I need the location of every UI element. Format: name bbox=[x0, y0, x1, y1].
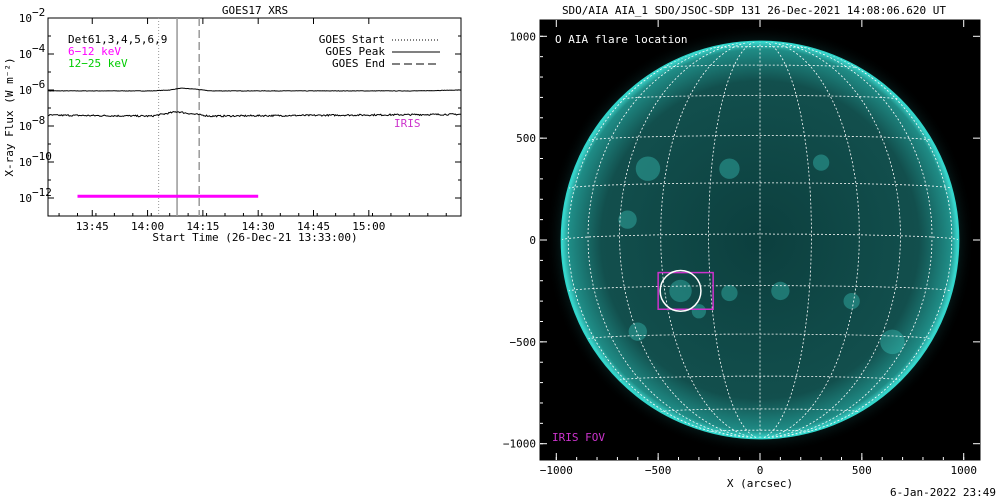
xrs-y-tick-label: 10 bbox=[19, 120, 32, 133]
aia-y-tick-label: −500 bbox=[510, 336, 537, 349]
longitude-line bbox=[759, 41, 812, 439]
longitude-line bbox=[759, 41, 933, 439]
active-region bbox=[669, 279, 692, 303]
aia-x-tick-label: 1000 bbox=[950, 464, 977, 477]
xrs-y-tick-label: 10 bbox=[19, 48, 32, 61]
detectors-label: Det61,3,4,5,6,9 bbox=[68, 33, 167, 46]
longitude-line bbox=[708, 41, 761, 439]
xrs-y-tick-exponent: −6 bbox=[32, 78, 45, 91]
flare-location-circle bbox=[659, 269, 702, 313]
active-region bbox=[880, 329, 905, 355]
xrs-y-tick-label: 10 bbox=[19, 156, 32, 169]
xrs-plot-frame bbox=[47, 17, 462, 217]
latitude-line bbox=[660, 408, 860, 413]
aia-y-tick-label: 500 bbox=[516, 132, 536, 145]
xrs-x-tick-label: 13:45 bbox=[76, 220, 109, 233]
longitude-line bbox=[660, 41, 761, 439]
xrs-series-group bbox=[47, 87, 462, 118]
xrs-y-tick-label: 10 bbox=[19, 12, 32, 25]
active-region bbox=[691, 304, 707, 319]
solar-limb bbox=[560, 40, 960, 440]
latitude-line bbox=[709, 46, 811, 49]
aia-x-axis-label: X (arcsec) bbox=[727, 477, 793, 490]
aia-image-panel: SDO/AIA AIA_1 SDO/JSOC-SDP 131 26-Dec-20… bbox=[503, 4, 981, 490]
xrs-y-tick-exponent: −10 bbox=[32, 150, 52, 163]
xrs-y-tick-exponent: −2 bbox=[32, 6, 45, 19]
longitude-line bbox=[759, 42, 953, 439]
aia-y-tick-label: 1000 bbox=[510, 30, 537, 43]
active-region bbox=[721, 284, 738, 302]
iris-label: IRIS bbox=[394, 117, 421, 130]
active-region bbox=[635, 156, 661, 181]
latitude-line bbox=[619, 375, 901, 381]
footer-timestamp: 6-Jan-2022 23:49 bbox=[890, 486, 996, 499]
xrs-event-lines bbox=[158, 18, 200, 216]
active-region bbox=[628, 322, 647, 341]
flare-legend: O AIA flare location bbox=[555, 33, 687, 46]
xrs-x-tick-label: 14:15 bbox=[186, 220, 219, 233]
xrs-title: GOES17 XRS bbox=[222, 4, 288, 17]
aia-x-tick-label: −1000 bbox=[540, 464, 573, 477]
iris-fov-box bbox=[657, 271, 714, 311]
aia-axis-ticks: −1000 −500 0 500 1000 −1000 −500 0 500 1000 bbox=[503, 20, 980, 477]
xrs-y-tick-label: 10 bbox=[19, 84, 32, 97]
iris-fov-label: IRIS FOV bbox=[552, 431, 605, 444]
aia-x-tick-label: −500 bbox=[645, 464, 672, 477]
aia-title: SDO/AIA AIA_1 SDO/JSOC-SDP 131 26-Dec-20… bbox=[562, 4, 946, 17]
solar-disk bbox=[561, 41, 959, 439]
xrs-x-tick-label: 14:30 bbox=[242, 220, 275, 233]
xrs-y-tick-exponent: −12 bbox=[32, 186, 52, 199]
latitude-line bbox=[619, 95, 901, 100]
aia-x-tick-label: 0 bbox=[757, 464, 764, 477]
active-region bbox=[843, 292, 860, 310]
legend-goes-peak: GOES Peak bbox=[325, 45, 385, 58]
xrs-x-tick-label: 15:00 bbox=[352, 220, 385, 233]
aia-x-tick-label: 500 bbox=[852, 464, 872, 477]
xrs-y-tick-label: 10 bbox=[19, 192, 32, 205]
longitude-line bbox=[567, 42, 761, 439]
xrs-series-line bbox=[47, 87, 462, 92]
aia-y-tick-label: 0 bbox=[529, 234, 536, 247]
active-region bbox=[771, 281, 790, 301]
latitude-line bbox=[587, 135, 933, 141]
longitude-line bbox=[759, 41, 860, 439]
heliographic-grid bbox=[561, 41, 959, 439]
active-regions bbox=[618, 154, 905, 355]
xrs-x-ticks: 13:45 14:00 14:15 14:30 14:45 15:00 bbox=[58, 18, 447, 233]
legend-12-25kev: 12−25 keV bbox=[68, 57, 128, 70]
longitude-line bbox=[587, 41, 761, 439]
xrs-y-axis-label: X-ray Flux (W m⁻²) bbox=[3, 57, 16, 176]
active-region bbox=[812, 154, 830, 171]
xrs-series-line bbox=[47, 111, 462, 118]
latitude-line bbox=[568, 182, 952, 189]
legend-6-12kev: 6−12 keV bbox=[68, 45, 121, 58]
xrs-y-tick-exponent: −4 bbox=[32, 42, 46, 55]
xrs-y-tick-exponent: −8 bbox=[32, 114, 45, 127]
active-region bbox=[618, 210, 637, 229]
active-region bbox=[719, 158, 740, 179]
aia-y-tick-label: −1000 bbox=[503, 438, 536, 451]
xrs-x-tick-label: 14:45 bbox=[297, 220, 330, 233]
legend-goes-end: GOES End bbox=[332, 57, 385, 70]
xrs-x-axis-label: Start Time (26-Dec-21 13:33:00) bbox=[152, 231, 357, 244]
xrs-x-tick-label: 14:00 bbox=[131, 220, 164, 233]
legend-goes-start: GOES Start bbox=[319, 33, 385, 46]
